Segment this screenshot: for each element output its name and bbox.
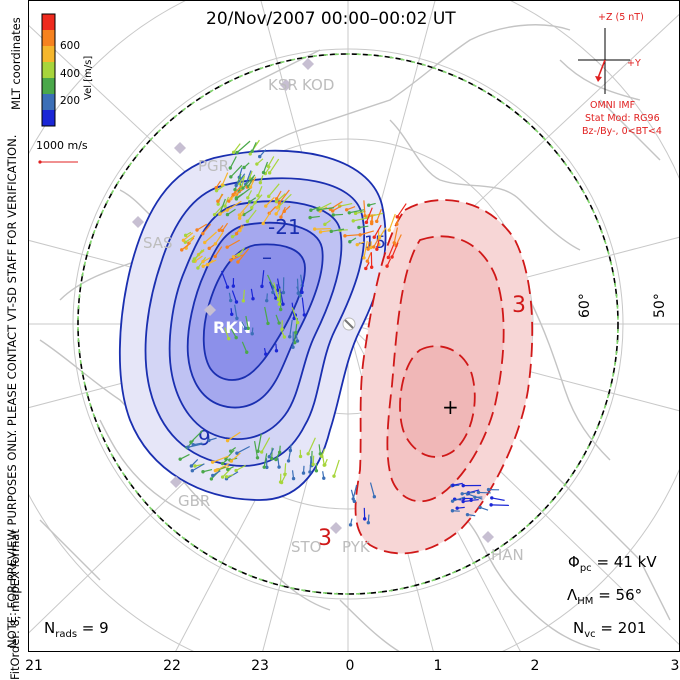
velocity-color-scale: 600 400 200 Vel [m/s]	[42, 14, 94, 126]
imf-z-label: +Z (5 nT)	[598, 12, 644, 23]
note-mlt: MLT coordinates	[9, 0, 23, 110]
station-marker-pgr	[174, 142, 186, 154]
velocity-vector	[489, 503, 509, 506]
station-label-sto: STO	[291, 538, 322, 556]
station-label-pgr: PGR	[198, 157, 229, 175]
velocity-vector	[490, 496, 505, 500]
scale-label: Vel [m/s]	[83, 56, 94, 100]
velocity-vector	[478, 506, 488, 510]
velocity-vector	[332, 460, 339, 478]
velocity-vector	[322, 471, 325, 480]
fitorder-text: FitOrder: 8, mapEX format	[8, 529, 22, 680]
stat-nvc: Nvc = 201	[573, 619, 646, 640]
scale-tick-600: 600	[60, 40, 80, 52]
station-label-ksr: KSR	[268, 76, 298, 94]
mlt-label-23: 23	[251, 658, 269, 674]
mlt-label-2: 2	[531, 658, 540, 674]
station-label-sas: SAS	[143, 234, 173, 252]
imf-dial: +Z (5 nT) +Y OMNI IMF Stat Mod: RG96 Bz-…	[578, 12, 662, 137]
pole-marker	[343, 318, 355, 330]
scale-tick-400: 400	[60, 68, 80, 80]
velocity-vector	[487, 488, 499, 491]
mlt-label-21: 21	[25, 658, 43, 674]
scale-tick-200: 200	[60, 95, 80, 107]
contour-label-pos-max: +	[442, 395, 459, 419]
reference-vector-label: 1000 m/s	[36, 139, 88, 152]
station-marker-han	[482, 531, 494, 543]
map-title: 20/Nov/2007 00:00–00:02 UT	[206, 9, 456, 29]
contour-label-neg-outer: 9	[198, 426, 211, 450]
mlt-label-1: 1	[434, 658, 443, 674]
mlt-coordinates-text: MLT coordinates	[9, 17, 23, 110]
velocity-vector	[349, 519, 352, 527]
imf-conditions: Bz-/By-, 0<BT<4	[582, 126, 662, 137]
station-label-gbr: GBR	[178, 492, 210, 510]
map-statistics: Φpc = 41 kV ΛHM = 56° Nvc = 201 Nrads = …	[44, 553, 657, 640]
stat-nrads: Nrads = 9	[44, 619, 109, 640]
stat-lambda-hm: ΛHM = 56°	[567, 586, 642, 607]
station-label-kod: KOD	[302, 76, 334, 94]
mlt-label-22: 22	[163, 658, 181, 674]
station-label-han: HAN	[491, 546, 524, 564]
stat-phi-pc: Φpc = 41 kV	[568, 553, 657, 574]
contour-label-pos-upper: 3	[512, 293, 526, 318]
contour-label-neg-dash: –	[262, 245, 272, 269]
imf-source: OMNI IMF	[590, 100, 635, 111]
mlt-label-3: 3	[671, 658, 680, 674]
lat-label-60: 60°	[577, 293, 593, 318]
note-fitorder: FitOrder: 8, mapEX format	[8, 470, 22, 680]
contour-label-neg-center: -21	[268, 215, 301, 239]
lat-label-50: 50°	[652, 293, 668, 318]
station-marker-kod	[302, 58, 314, 70]
reference-vector: 1000 m/s	[36, 139, 88, 164]
station-label-pyk: PYK	[342, 538, 371, 556]
station-marker-sas	[132, 216, 144, 228]
mlt-label-0: 0	[346, 658, 355, 674]
imf-model: Stat Mod: RG96	[585, 113, 660, 124]
